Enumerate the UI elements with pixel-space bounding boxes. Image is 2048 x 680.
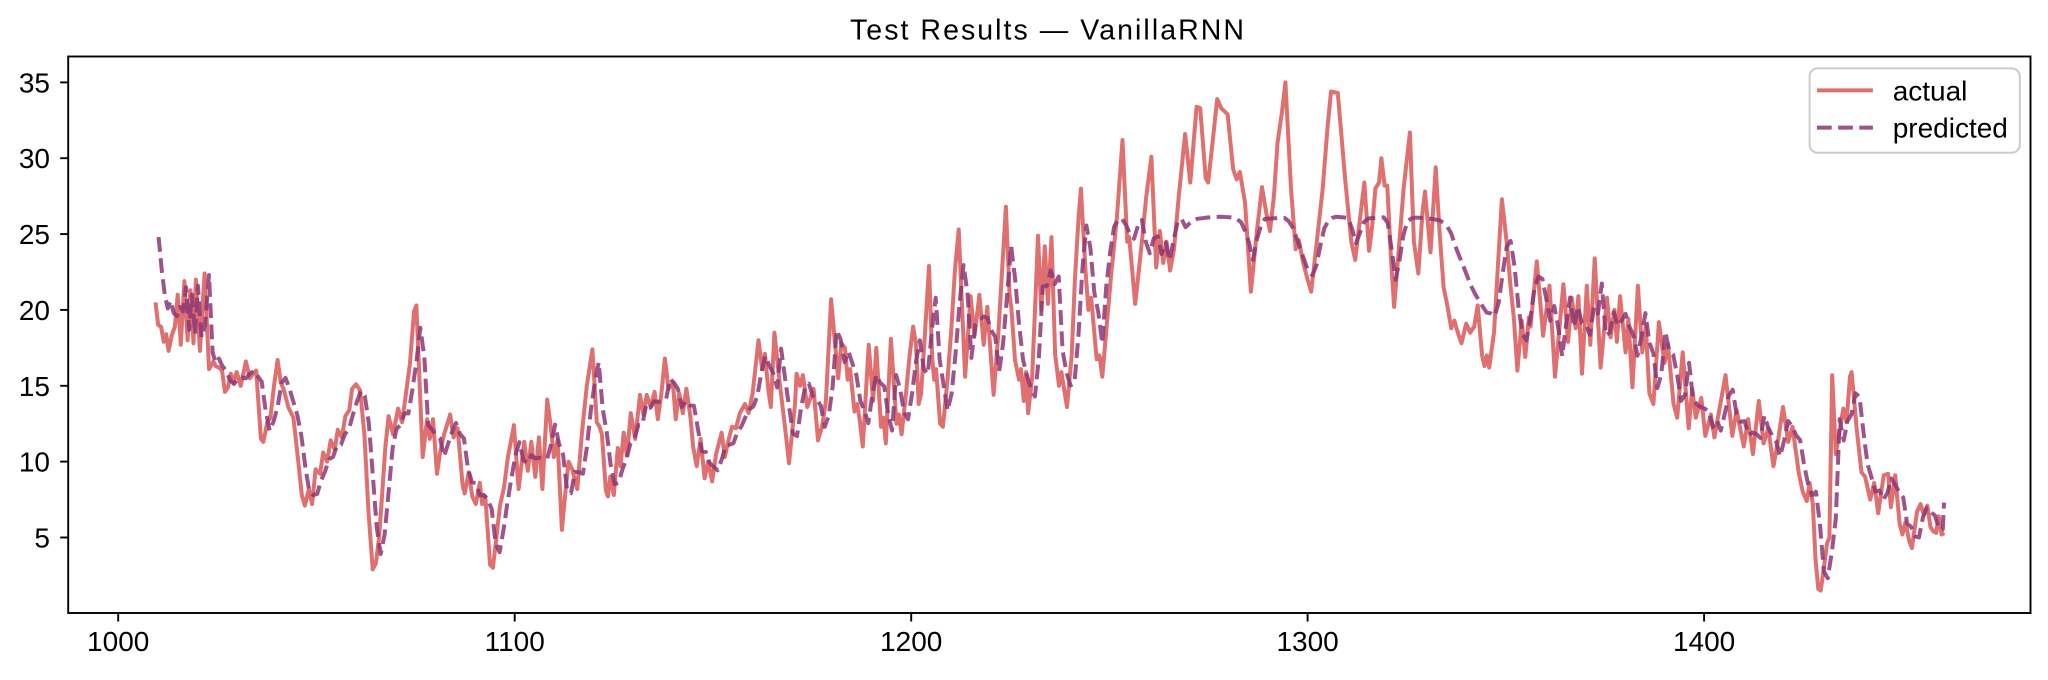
svg-text:35: 35 [19,67,50,98]
svg-text:5: 5 [34,523,50,554]
svg-text:actual: actual [1893,75,1968,106]
svg-text:15: 15 [19,371,50,402]
svg-text:1000: 1000 [87,626,149,657]
svg-text:10: 10 [19,447,50,478]
svg-text:20: 20 [19,295,50,326]
svg-text:1400: 1400 [1673,626,1735,657]
svg-text:25: 25 [19,219,50,250]
svg-text:1100: 1100 [485,626,545,657]
svg-text:30: 30 [19,143,50,174]
svg-text:1300: 1300 [1276,626,1338,657]
svg-text:Test Results — VanillaRNN: Test Results — VanillaRNN [850,15,1246,47]
svg-text:1200: 1200 [880,626,942,657]
svg-text:predicted: predicted [1893,113,2008,144]
